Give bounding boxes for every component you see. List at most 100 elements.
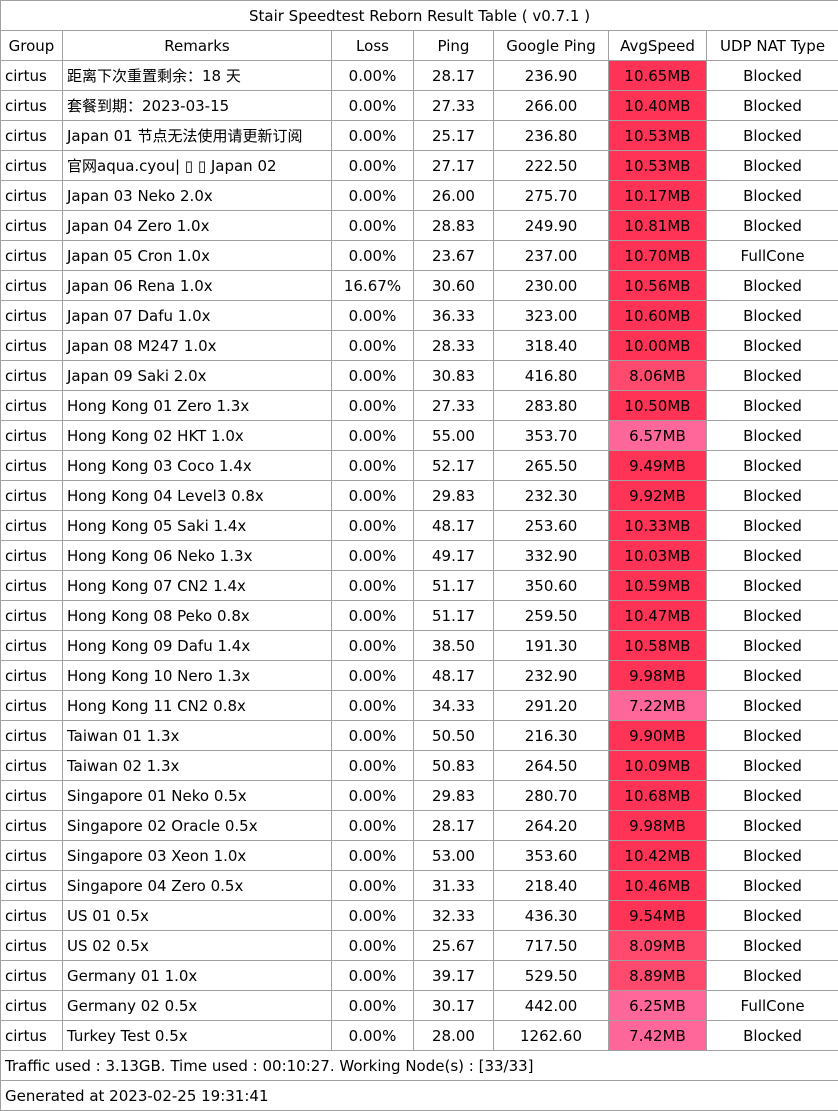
cell-ping: 30.83 bbox=[414, 361, 494, 391]
cell-ping: 51.17 bbox=[414, 571, 494, 601]
cell-udp-nat: Blocked bbox=[707, 361, 838, 391]
cell-group: cirtus bbox=[1, 121, 63, 151]
col-header-udp-nat: UDP NAT Type bbox=[707, 31, 838, 61]
cell-remarks: Japan 09 Saki 2.0x bbox=[63, 361, 332, 391]
cell-loss: 0.00% bbox=[332, 601, 414, 631]
cell-loss: 0.00% bbox=[332, 91, 414, 121]
cell-remarks: Taiwan 02 1.3x bbox=[63, 751, 332, 781]
cell-group: cirtus bbox=[1, 991, 63, 1021]
cell-loss: 0.00% bbox=[332, 721, 414, 751]
cell-group: cirtus bbox=[1, 91, 63, 121]
cell-avgspeed: 10.40MB bbox=[609, 91, 707, 121]
cell-google-ping: 264.20 bbox=[494, 811, 609, 841]
cell-google-ping: 232.30 bbox=[494, 481, 609, 511]
cell-google-ping: 436.30 bbox=[494, 901, 609, 931]
cell-loss: 0.00% bbox=[332, 991, 414, 1021]
cell-avgspeed: 10.68MB bbox=[609, 781, 707, 811]
cell-google-ping: 318.40 bbox=[494, 331, 609, 361]
cell-avgspeed: 10.60MB bbox=[609, 301, 707, 331]
header-row: Group Remarks Loss Ping Google Ping AvgS… bbox=[1, 31, 838, 61]
cell-loss: 0.00% bbox=[332, 571, 414, 601]
cell-google-ping: 350.60 bbox=[494, 571, 609, 601]
cell-group: cirtus bbox=[1, 451, 63, 481]
cell-google-ping: 230.00 bbox=[494, 271, 609, 301]
cell-ping: 32.33 bbox=[414, 901, 494, 931]
col-header-ping: Ping bbox=[414, 31, 494, 61]
cell-ping: 25.67 bbox=[414, 931, 494, 961]
cell-group: cirtus bbox=[1, 271, 63, 301]
cell-udp-nat: Blocked bbox=[707, 451, 838, 481]
cell-group: cirtus bbox=[1, 721, 63, 751]
cell-udp-nat: Blocked bbox=[707, 751, 838, 781]
cell-group: cirtus bbox=[1, 901, 63, 931]
col-header-remarks: Remarks bbox=[63, 31, 332, 61]
cell-loss: 0.00% bbox=[332, 871, 414, 901]
cell-google-ping: 283.80 bbox=[494, 391, 609, 421]
cell-udp-nat: Blocked bbox=[707, 961, 838, 991]
cell-remarks: Singapore 03 Xeon 1.0x bbox=[63, 841, 332, 871]
cell-remarks: 距离下次重置剩余：18 天 bbox=[63, 61, 332, 91]
cell-remarks: Hong Kong 05 Saki 1.4x bbox=[63, 511, 332, 541]
col-header-google-ping: Google Ping bbox=[494, 31, 609, 61]
cell-loss: 0.00% bbox=[332, 151, 414, 181]
cell-avgspeed: 10.42MB bbox=[609, 841, 707, 871]
cell-avgspeed: 10.33MB bbox=[609, 511, 707, 541]
cell-google-ping: 280.70 bbox=[494, 781, 609, 811]
cell-ping: 27.33 bbox=[414, 91, 494, 121]
cell-avgspeed: 10.59MB bbox=[609, 571, 707, 601]
cell-avgspeed: 6.25MB bbox=[609, 991, 707, 1021]
cell-avgspeed: 9.49MB bbox=[609, 451, 707, 481]
cell-remarks: US 02 0.5x bbox=[63, 931, 332, 961]
cell-udp-nat: Blocked bbox=[707, 541, 838, 571]
cell-udp-nat: Blocked bbox=[707, 691, 838, 721]
cell-remarks: Singapore 04 Zero 0.5x bbox=[63, 871, 332, 901]
cell-remarks: Singapore 01 Neko 0.5x bbox=[63, 781, 332, 811]
cell-udp-nat: Blocked bbox=[707, 601, 838, 631]
cell-ping: 28.00 bbox=[414, 1021, 494, 1051]
cell-group: cirtus bbox=[1, 751, 63, 781]
cell-loss: 0.00% bbox=[332, 241, 414, 271]
cell-loss: 0.00% bbox=[332, 181, 414, 211]
cell-avgspeed: 10.81MB bbox=[609, 211, 707, 241]
cell-remarks: Hong Kong 01 Zero 1.3x bbox=[63, 391, 332, 421]
cell-group: cirtus bbox=[1, 211, 63, 241]
cell-remarks: 官网aqua.cyou| ▯ ▯ Japan 02 bbox=[63, 151, 332, 181]
cell-remarks: Japan 05 Cron 1.0x bbox=[63, 241, 332, 271]
cell-remarks: Hong Kong 07 CN2 1.4x bbox=[63, 571, 332, 601]
cell-udp-nat: Blocked bbox=[707, 811, 838, 841]
cell-remarks: Japan 08 M247 1.0x bbox=[63, 331, 332, 361]
cell-ping: 26.00 bbox=[414, 181, 494, 211]
cell-udp-nat: Blocked bbox=[707, 271, 838, 301]
cell-avgspeed: 10.65MB bbox=[609, 61, 707, 91]
cell-ping: 23.67 bbox=[414, 241, 494, 271]
cell-avgspeed: 9.98MB bbox=[609, 811, 707, 841]
cell-avgspeed: 6.57MB bbox=[609, 421, 707, 451]
cell-udp-nat: Blocked bbox=[707, 1021, 838, 1051]
cell-group: cirtus bbox=[1, 61, 63, 91]
cell-ping: 52.17 bbox=[414, 451, 494, 481]
cell-remarks: Germany 02 0.5x bbox=[63, 991, 332, 1021]
cell-avgspeed: 10.00MB bbox=[609, 331, 707, 361]
cell-ping: 28.33 bbox=[414, 331, 494, 361]
cell-loss: 0.00% bbox=[332, 631, 414, 661]
table-title: Stair Speedtest Reborn Result Table ( v0… bbox=[1, 1, 838, 31]
cell-remarks: Germany 01 1.0x bbox=[63, 961, 332, 991]
cell-udp-nat: Blocked bbox=[707, 931, 838, 961]
cell-loss: 0.00% bbox=[332, 121, 414, 151]
cell-ping: 30.17 bbox=[414, 991, 494, 1021]
cell-udp-nat: Blocked bbox=[707, 511, 838, 541]
